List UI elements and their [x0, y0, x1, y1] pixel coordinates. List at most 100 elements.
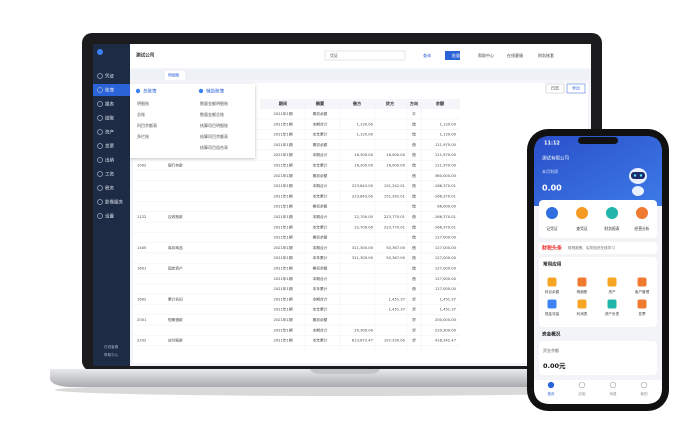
table-cell: 本期合计 — [313, 183, 328, 188]
menu-item: 税务 — [105, 185, 114, 192]
table-cell: 223,770.01 — [384, 225, 405, 229]
table-cell: 416,342.47 — [435, 339, 457, 343]
table-cell: 借 — [412, 255, 416, 260]
dropdown-item: 明细账 — [137, 100, 149, 106]
quick-label: 查凭证 — [576, 226, 588, 231]
quick-label: 财务报表 — [604, 226, 619, 231]
company: 测试公司 — [136, 52, 155, 59]
toolbar-item: 在线客服 — [507, 52, 523, 58]
table-cell: 2021年1期 — [273, 142, 292, 147]
robot-eye — [633, 174, 637, 177]
menu-item: 结账 — [105, 115, 114, 122]
table-cell: -166,370.01 — [434, 215, 456, 219]
table-cell: 2021年1期 — [273, 224, 292, 229]
table-cell: 1,120.00 — [357, 133, 374, 137]
group-icon — [198, 88, 204, 94]
table-cell: 借 — [412, 235, 416, 240]
table-cell: 借 — [412, 121, 416, 126]
table-cell: 2021年1期 — [273, 286, 292, 291]
table-cell: 本年累计 — [313, 286, 328, 291]
table-cell: 借 — [412, 245, 416, 250]
phone-notch — [578, 137, 618, 144]
logo — [97, 49, 103, 55]
btn-log — [545, 83, 565, 94]
table-cell: 本年累计 — [313, 163, 328, 168]
dropdown-title: 辅助账簿 — [206, 88, 224, 95]
table-cell: 2021年1期 — [273, 173, 292, 178]
table-cell: 121,970.00 — [435, 164, 457, 168]
phone-nav — [534, 380, 662, 404]
menu-icon — [97, 129, 103, 135]
table-cell: 151,242.01 — [384, 194, 405, 198]
menu-item: 出纳 — [105, 157, 114, 164]
table-cell: 2001 — [137, 318, 146, 322]
search-box — [324, 50, 406, 61]
app-icon — [577, 277, 587, 287]
table-cell: 2021年1期 — [273, 276, 292, 281]
table-cell: 固定资产 — [168, 266, 183, 271]
table-cell: 2021年1期 — [273, 204, 292, 209]
table-cell: 2021年1期 — [273, 266, 292, 271]
menu-item: 报表 — [105, 101, 114, 108]
table-cell: 借 — [412, 266, 416, 271]
status-time: 11:12 — [544, 141, 560, 147]
table-cell: 期初余额 — [313, 111, 328, 116]
app-label: 利润表 — [577, 311, 588, 316]
table-cell: 2021年1期 — [273, 235, 292, 240]
table-cell: 2021年1期 — [273, 132, 292, 137]
table-cell: 本期合计 — [313, 121, 328, 126]
table-cell: -166,370.01 — [434, 225, 456, 229]
table-cell: 223,843.00 — [352, 194, 374, 198]
table-header-cell: 方向 — [410, 100, 418, 107]
app-label: 资产 — [608, 289, 616, 294]
quick-label: 记凭证 — [546, 226, 558, 231]
quick-label: 经营分析 — [634, 226, 649, 231]
dropdown-item: 科目余额表 — [137, 122, 157, 128]
table-header-cell: 摘要 — [316, 100, 325, 107]
table-cell: 1602 — [137, 297, 146, 301]
nav-icon — [609, 381, 617, 389]
table-cell: 累计折旧 — [168, 296, 183, 301]
banner-text: 财税政策、实务知识在线学习 — [568, 245, 615, 250]
table-cell: 本年累计 — [313, 338, 328, 343]
table-cell: 1122 — [137, 215, 146, 219]
quick-icon — [636, 207, 648, 219]
banner: 财税头条 — [541, 245, 562, 252]
table-header-cell: 余额 — [435, 100, 445, 107]
table-cell: 本期合计 — [313, 296, 328, 301]
table-cell: 1405 — [137, 246, 147, 250]
table-cell: 127,000.00 — [435, 287, 457, 291]
action: 日志 — [551, 85, 559, 91]
table-cell: 应收账款 — [168, 214, 183, 219]
app-icon — [637, 299, 647, 309]
quick-icon — [606, 207, 618, 219]
table-cell: 22,700.00 — [354, 225, 373, 229]
dropdown-item: 核算项目余额表 — [200, 133, 228, 139]
banner-card — [539, 242, 657, 254]
profit-label: 本月利润 — [542, 168, 558, 174]
funds-value: 0.00元 — [543, 362, 566, 370]
table-cell: 1,120.00 — [440, 122, 457, 126]
table-cell: 借 — [412, 204, 416, 209]
table-cell: 1,451.37 — [389, 308, 406, 312]
group-icon — [135, 88, 141, 94]
app-label: 客户管理 — [635, 289, 650, 294]
table-cell: 613,672.47 — [352, 339, 374, 343]
table-cell: -166,370.01 — [434, 194, 456, 198]
menu-item: 账簿 — [105, 87, 114, 94]
dropdown-item: 数量金额明细账 — [200, 100, 228, 106]
tab-bar — [130, 70, 591, 80]
table-header-cell: 期间 — [279, 100, 287, 107]
menu-active — [93, 84, 130, 96]
toolbar-item: 凭证 — [330, 52, 338, 58]
table-cell: 200,000.00 — [435, 318, 457, 322]
table-cell: 本年累计 — [313, 307, 328, 312]
table-cell: 321,300.00 — [352, 256, 374, 260]
table-cell: -166,370.01 — [434, 184, 456, 188]
table-cell: 121,970.00 — [435, 153, 457, 157]
table-cell: 期初余额 — [313, 235, 328, 240]
menu-icon — [97, 171, 103, 177]
table-cell: 2202 — [137, 339, 146, 343]
dropdown-cover — [130, 84, 255, 158]
quick-icon — [546, 207, 558, 219]
